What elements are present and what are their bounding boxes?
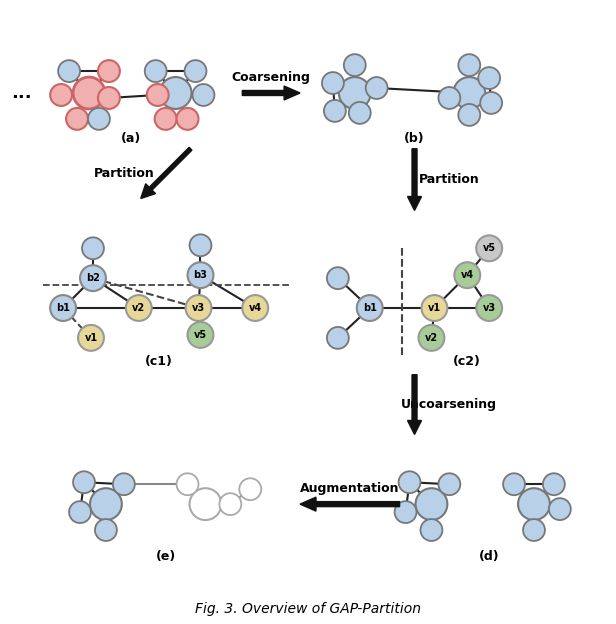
Text: v3: v3 xyxy=(482,303,496,313)
Circle shape xyxy=(95,519,117,541)
Circle shape xyxy=(190,488,221,520)
Circle shape xyxy=(185,60,206,82)
Circle shape xyxy=(349,102,371,124)
FancyArrow shape xyxy=(300,497,400,511)
Circle shape xyxy=(88,108,110,130)
Circle shape xyxy=(458,54,480,76)
Circle shape xyxy=(421,519,442,541)
Circle shape xyxy=(439,87,460,109)
Text: (c2): (c2) xyxy=(453,355,481,368)
Circle shape xyxy=(190,235,211,256)
Circle shape xyxy=(327,267,349,289)
FancyArrow shape xyxy=(408,149,421,210)
Circle shape xyxy=(478,67,500,89)
Circle shape xyxy=(50,84,72,106)
Circle shape xyxy=(98,87,120,109)
Circle shape xyxy=(69,501,91,523)
Text: Coarsening: Coarsening xyxy=(232,71,310,84)
Circle shape xyxy=(357,295,383,321)
Text: (e): (e) xyxy=(155,550,176,563)
Circle shape xyxy=(187,262,213,288)
Circle shape xyxy=(50,295,76,321)
Circle shape xyxy=(458,104,480,126)
FancyArrow shape xyxy=(141,147,192,198)
Circle shape xyxy=(82,237,104,259)
Circle shape xyxy=(455,262,480,288)
Circle shape xyxy=(80,265,106,291)
Text: ...: ... xyxy=(11,84,31,102)
Circle shape xyxy=(366,77,387,99)
Circle shape xyxy=(322,72,344,94)
Text: (b): (b) xyxy=(404,132,425,145)
Circle shape xyxy=(90,488,122,520)
Circle shape xyxy=(239,478,261,500)
Circle shape xyxy=(147,84,169,106)
Text: Partition: Partition xyxy=(419,173,480,186)
Text: v2: v2 xyxy=(132,303,145,313)
Circle shape xyxy=(177,473,198,495)
Text: v4: v4 xyxy=(461,270,474,280)
Text: b1: b1 xyxy=(56,303,70,313)
Circle shape xyxy=(476,295,502,321)
Circle shape xyxy=(185,295,211,321)
Circle shape xyxy=(324,100,346,122)
Circle shape xyxy=(242,295,268,321)
Text: v4: v4 xyxy=(249,303,262,313)
Text: (a): (a) xyxy=(121,132,141,145)
Circle shape xyxy=(58,60,80,82)
Circle shape xyxy=(416,488,447,520)
Circle shape xyxy=(543,473,565,495)
Circle shape xyxy=(113,473,135,495)
Circle shape xyxy=(66,108,88,130)
Circle shape xyxy=(395,501,416,523)
Circle shape xyxy=(476,235,502,261)
Text: (d): (d) xyxy=(479,550,500,563)
Circle shape xyxy=(73,77,105,109)
Text: Fig. 3. Overview of GAP-Partition: Fig. 3. Overview of GAP-Partition xyxy=(195,602,421,616)
Text: v3: v3 xyxy=(192,303,205,313)
Circle shape xyxy=(155,108,177,130)
Circle shape xyxy=(339,77,371,109)
Circle shape xyxy=(73,471,95,493)
Text: Augmentation: Augmentation xyxy=(300,482,400,495)
Circle shape xyxy=(480,92,502,114)
Text: (c1): (c1) xyxy=(145,355,172,368)
Circle shape xyxy=(193,84,214,106)
Text: b3: b3 xyxy=(193,270,208,280)
Text: v5: v5 xyxy=(194,330,207,340)
Text: Partition: Partition xyxy=(94,167,154,180)
Text: v1: v1 xyxy=(428,303,441,313)
Circle shape xyxy=(160,77,192,109)
Circle shape xyxy=(126,295,152,321)
Text: v1: v1 xyxy=(84,333,97,343)
Circle shape xyxy=(219,493,241,515)
Circle shape xyxy=(98,60,120,82)
Circle shape xyxy=(518,488,550,520)
Circle shape xyxy=(187,322,213,348)
Circle shape xyxy=(344,54,366,76)
Text: b1: b1 xyxy=(363,303,376,313)
Circle shape xyxy=(145,60,167,82)
Text: b2: b2 xyxy=(86,273,100,283)
Circle shape xyxy=(78,325,104,351)
Circle shape xyxy=(523,519,545,541)
FancyArrow shape xyxy=(408,375,421,434)
Circle shape xyxy=(418,325,444,351)
Circle shape xyxy=(549,498,571,520)
Circle shape xyxy=(503,473,525,495)
Circle shape xyxy=(439,473,460,495)
Circle shape xyxy=(177,108,198,130)
Circle shape xyxy=(327,327,349,349)
Circle shape xyxy=(421,295,447,321)
FancyArrow shape xyxy=(242,86,300,100)
Text: v5: v5 xyxy=(482,243,496,253)
Text: Uncoarsening: Uncoarsening xyxy=(402,398,497,411)
Circle shape xyxy=(399,471,421,493)
Text: v2: v2 xyxy=(425,333,438,343)
Circle shape xyxy=(453,77,485,109)
